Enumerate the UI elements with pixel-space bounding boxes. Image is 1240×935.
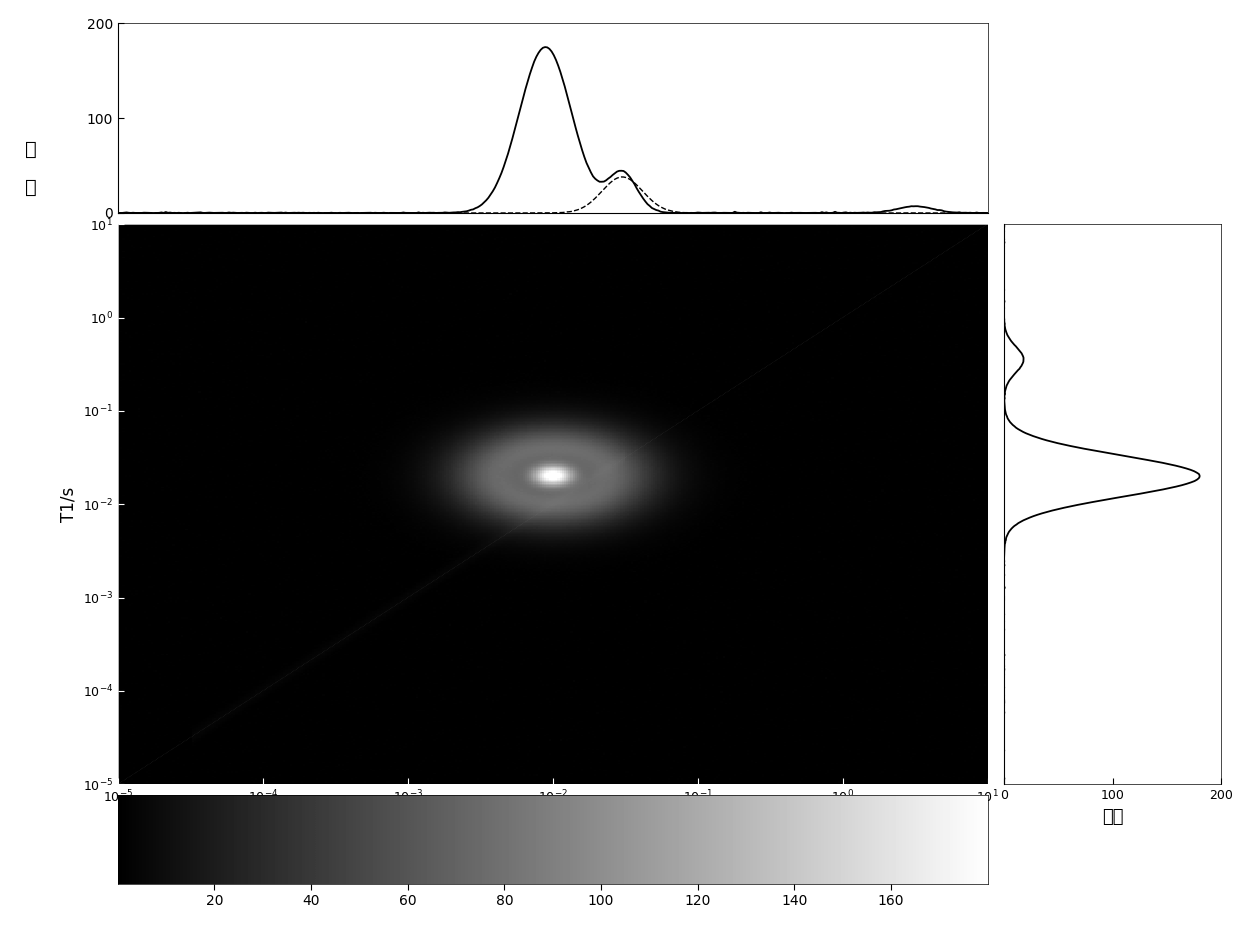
Text: 度: 度 [25,178,37,196]
Y-axis label: T1/s: T1/s [60,486,77,522]
X-axis label: 强度: 强度 [1102,808,1123,826]
Text: 强: 强 [25,140,37,159]
X-axis label: T2/s: T2/s [536,812,570,829]
